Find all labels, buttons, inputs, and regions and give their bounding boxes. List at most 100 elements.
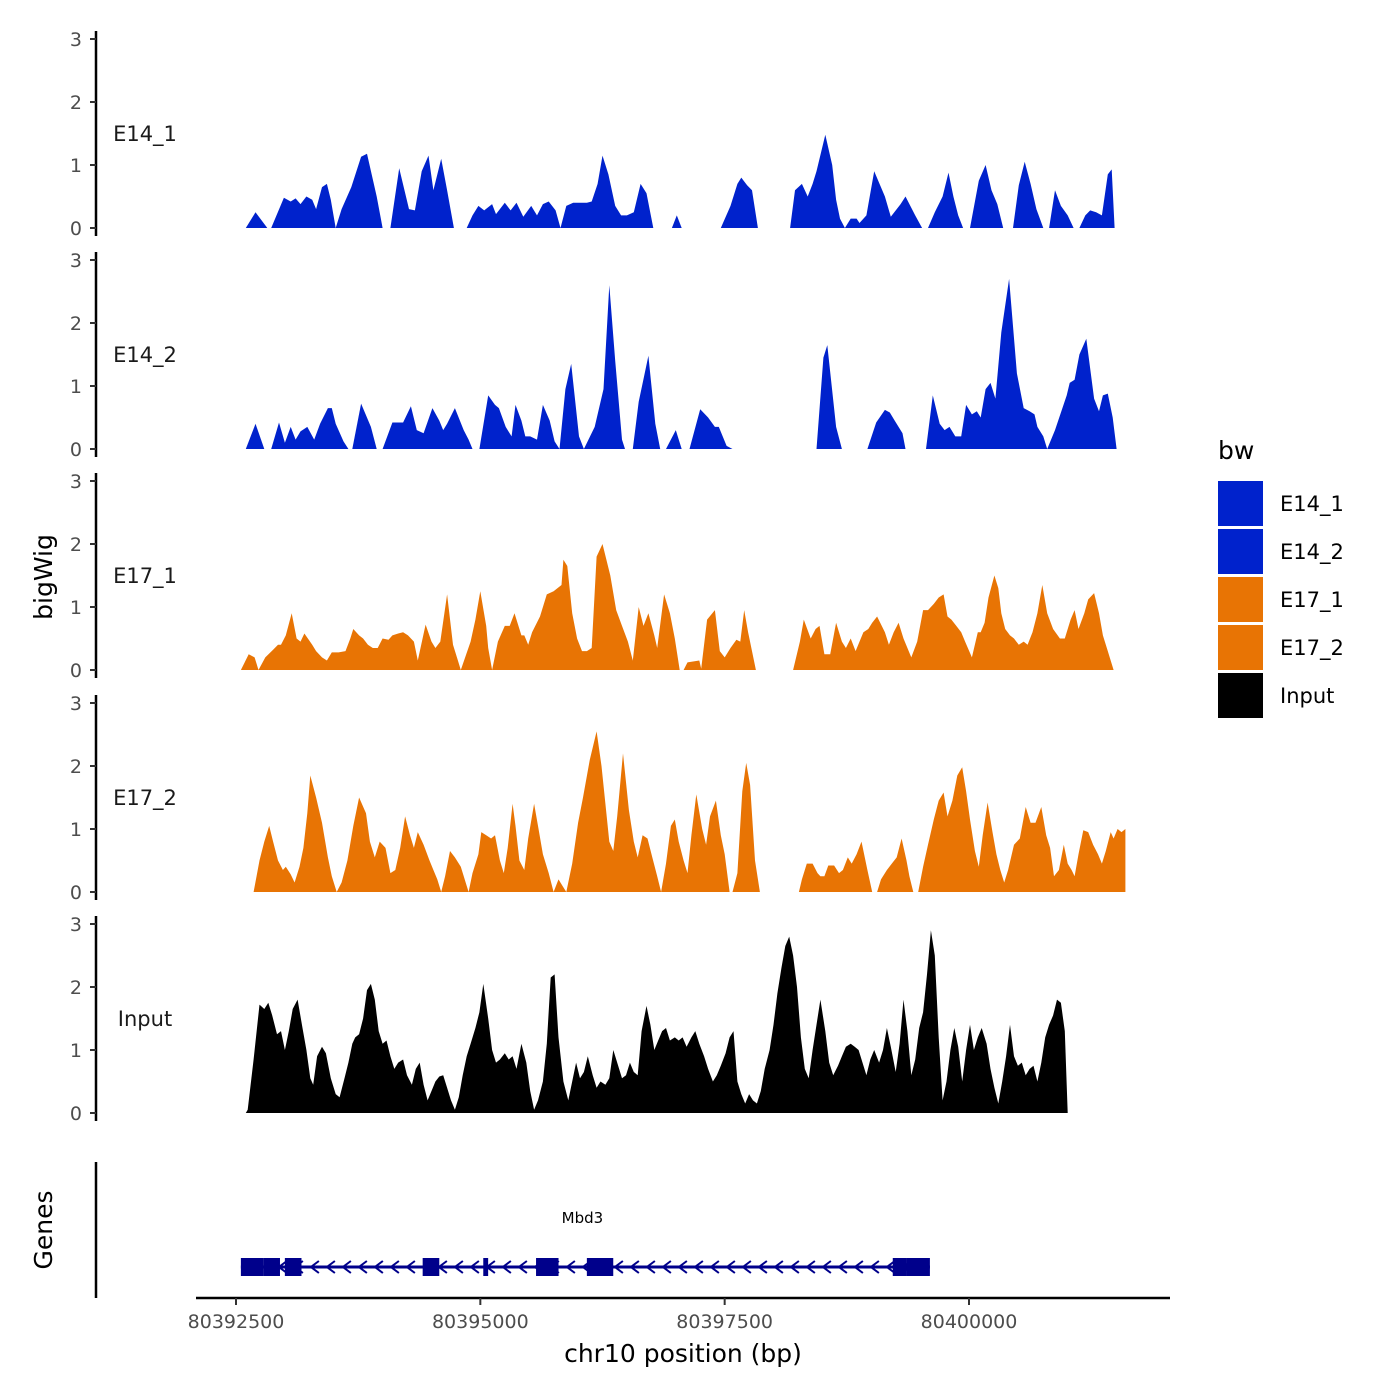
coverage-area-e17-2-10 — [798, 841, 873, 892]
x-tick-label-80392500: 80392500 — [188, 1311, 285, 1333]
coverage-area-e14-2-0 — [245, 423, 265, 449]
coverage-area-e17-2-3 — [468, 803, 554, 892]
y-tick-label-input-2: 2 — [70, 977, 82, 999]
track-e14-1: 0 1 2 3 E14_1 — [70, 29, 1115, 240]
legend-entries: E14_1 E14_2 E17_1 E17_2 Input — [1218, 481, 1344, 718]
coverage-area-e14-2-4 — [352, 403, 377, 449]
coverage-area-input-0 — [245, 930, 1068, 1113]
coverage-area-e14-2-23 — [1047, 338, 1117, 449]
coverage-area-e14-2-6 — [382, 406, 473, 449]
coverage-area-e17-2-14 — [918, 767, 1126, 892]
strand-arrow-mbd3 — [693, 1260, 704, 1274]
strand-arrow-mbd3 — [741, 1260, 752, 1274]
coverage-area-e14-2-20 — [867, 409, 906, 449]
strand-arrow-mbd3 — [309, 1260, 320, 1274]
coverage-area-e14-2-10 — [583, 285, 625, 449]
exon-mbd3-6 — [536, 1258, 559, 1276]
track-e14-2: 0 1 2 3 E14_2 — [70, 250, 1117, 461]
strand-arrow-mbd3 — [837, 1260, 848, 1274]
strand-arrow-mbd3 — [773, 1260, 784, 1274]
coverage-area-e14-1-19 — [970, 165, 1004, 228]
exon-mbd3-4 — [422, 1258, 440, 1276]
x-axis: 80392500 80395000 80397500 80400000 chr10 p… — [188, 1296, 1170, 1368]
legend-swatch-e14-2 — [1218, 529, 1263, 574]
strand-arrow-mbd3 — [341, 1260, 352, 1274]
coverage-area-e14-1-3 — [335, 153, 383, 228]
y-tick-label-e14-1-0: 0 — [70, 218, 82, 240]
strand-arrow-mbd3 — [821, 1260, 832, 1274]
y-tick-label-e14-1-3: 3 — [70, 29, 82, 51]
strand-arrow-mbd3 — [677, 1260, 688, 1274]
strand-arrow-mbd3 — [325, 1260, 336, 1274]
coverage-area-e14-1-12 — [720, 177, 758, 228]
exon-mbd3-5 — [483, 1258, 489, 1276]
legend-label-e14-2: E14_2 — [1280, 540, 1344, 565]
gene-models: Mbd3 — [240, 1209, 930, 1276]
coverage-area-e17-2-2 — [441, 851, 469, 892]
track-label-input: Input — [118, 1007, 172, 1031]
coverage-area-e14-1-7 — [466, 201, 561, 228]
track-label-e14-2: E14_2 — [113, 343, 177, 368]
strand-arrow-mbd3 — [709, 1260, 720, 1274]
strand-arrow-mbd3 — [869, 1260, 880, 1274]
strand-arrow-mbd3 — [565, 1260, 576, 1274]
strand-arrow-mbd3 — [725, 1260, 736, 1274]
y-tick-label-e17-1-2: 2 — [70, 534, 82, 556]
track-label-e17-2: E17_2 — [113, 786, 177, 811]
y-tick-label-input-0: 0 — [70, 1103, 82, 1125]
strand-arrow-mbd3 — [645, 1260, 656, 1274]
coverage-area-e14-1-8 — [560, 155, 654, 228]
legend-label-e14-1: E14_1 — [1280, 492, 1344, 517]
coverage-area-e17-2-8 — [732, 762, 760, 892]
strand-arrow-mbd3 — [661, 1260, 672, 1274]
coverage-area-e14-1-5 — [390, 155, 454, 228]
legend-entry-e17-1: E17_1 — [1218, 577, 1344, 622]
track-e17-1: 0 1 2 3 E17_1 — [70, 471, 1114, 682]
y-tick-label-e14-2-1: 1 — [70, 376, 82, 398]
y-tick-label-e17-1-0: 0 — [70, 660, 82, 682]
bigwig-tracks: 0 1 2 3 E14_1 0 1 2 3 E14_2 0 1 2 3 E17_1 0 1 2 3 E17_2 0 1 2 3… — [70, 29, 1126, 1125]
x-tick-label-80400000: 80400000 — [921, 1311, 1018, 1333]
gene-label-mbd3: Mbd3 — [562, 1209, 604, 1227]
coverage-area-e14-2-18 — [816, 345, 842, 449]
coverage-area-e17-1-7 — [793, 575, 1114, 670]
strand-arrow-mbd3 — [853, 1260, 864, 1274]
coverage-area-e14-1-15 — [844, 171, 923, 228]
track-input: 0 1 2 3 Input — [70, 914, 1068, 1125]
coverage-area-e14-2-12 — [632, 355, 661, 449]
legend-entry-e14-1: E14_1 — [1218, 481, 1344, 526]
y-tick-label-e14-2-3: 3 — [70, 250, 82, 272]
y-tick-label-e14-1-1: 1 — [70, 155, 82, 177]
y-tick-label-input-1: 1 — [70, 1040, 82, 1062]
coverage-area-e17-2-6 — [661, 794, 730, 892]
y-tick-label-e14-2-2: 2 — [70, 313, 82, 335]
coverage-area-e17-1-5 — [683, 610, 756, 670]
coverage-area-e14-1-14 — [790, 134, 845, 228]
coverage-area-e14-1-10 — [671, 215, 682, 228]
track-e17-2: 0 1 2 3 E17_2 — [70, 693, 1126, 904]
strand-arrow-mbd3 — [757, 1260, 768, 1274]
legend-swatch-e14-1 — [1218, 481, 1263, 526]
strand-arrow-mbd3 — [389, 1260, 400, 1274]
coverage-area-e14-2-2 — [271, 408, 349, 449]
y-tick-label-e17-2-0: 0 — [70, 882, 82, 904]
coverage-area-e17-2-1 — [336, 797, 442, 892]
strand-arrow-mbd3 — [453, 1260, 464, 1274]
strand-arrow-mbd3 — [469, 1260, 480, 1274]
legend-swatch-e17-2 — [1218, 625, 1263, 670]
coverage-area-e17-1-1 — [258, 594, 461, 670]
gene-mbd3: Mbd3 — [240, 1209, 930, 1276]
strand-arrow-mbd3 — [357, 1260, 368, 1274]
strand-arrow-mbd3 — [885, 1260, 896, 1274]
legend-label-e17-2: E17_2 — [1280, 636, 1344, 661]
track-label-e14-1: E14_1 — [113, 122, 177, 147]
y-tick-label-e17-2-1: 1 — [70, 819, 82, 841]
legend-swatch-e17-1 — [1218, 577, 1263, 622]
gene-panel: Genes Mbd3 — [29, 1162, 930, 1298]
coverage-area-e14-2-8 — [479, 395, 560, 449]
y-axis-title: bigWig — [29, 534, 58, 620]
y-tick-label-input-3: 3 — [70, 914, 82, 936]
coverage-area-e17-1-2 — [460, 591, 493, 670]
coverage-area-e14-1-23 — [1049, 190, 1074, 228]
